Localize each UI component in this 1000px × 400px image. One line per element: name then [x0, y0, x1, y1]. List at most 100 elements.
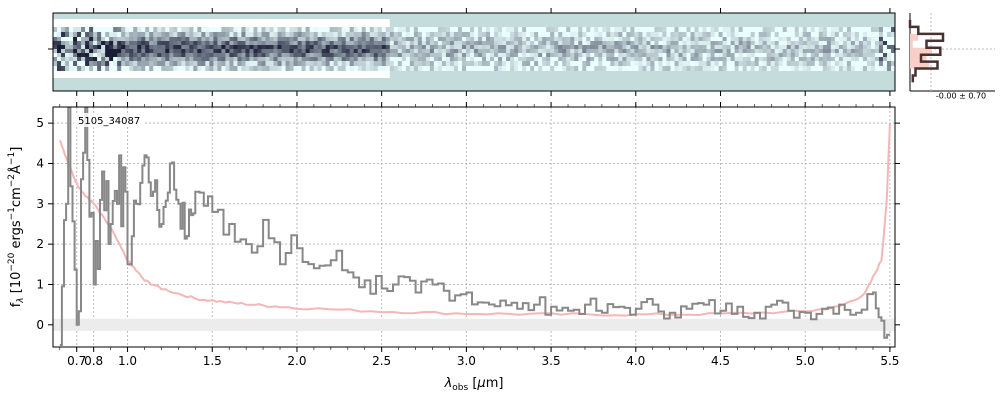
heatmap-cell	[634, 41, 639, 45]
heatmap-cell	[61, 37, 66, 41]
heatmap-cell	[730, 32, 736, 37]
heatmap-cell	[153, 57, 158, 61]
heatmap-cell	[381, 41, 387, 45]
heatmap-cell	[710, 41, 715, 45]
heatmap-cell	[558, 45, 563, 49]
heatmap-cell	[457, 61, 463, 66]
heatmap-cell	[365, 66, 371, 71]
heatmap-cell	[205, 32, 210, 37]
heatmap-cell	[173, 37, 178, 41]
heatmap-cell	[814, 37, 820, 41]
heatmap-cell	[754, 27, 760, 32]
heatmap-cell	[381, 37, 387, 41]
heatmap-cell	[413, 27, 419, 32]
heatmap-cell	[369, 37, 375, 41]
heatmap-cell	[73, 37, 78, 41]
heatmap-cell	[566, 49, 571, 53]
heatmap-cell	[181, 57, 186, 61]
heatmap-cell	[574, 49, 579, 53]
heatmap-cell	[461, 53, 467, 57]
heatmap-cell	[762, 49, 768, 53]
data-steps	[59, 107, 890, 346]
heatmap-cell	[381, 61, 387, 66]
heatmap-cell	[522, 57, 527, 61]
heatmap-cell	[137, 53, 142, 57]
heatmap-cell	[538, 37, 543, 41]
heatmap-cell	[598, 27, 603, 32]
heatmap-cell	[870, 41, 876, 45]
heatmap-cell	[125, 41, 130, 45]
heatmap-cell	[694, 71, 699, 78]
heatmap-cell	[806, 57, 812, 61]
heatmap-cell	[281, 27, 286, 32]
heatmap-cell	[265, 19, 270, 27]
heatmap-cell	[393, 19, 399, 27]
heatmap-cell	[874, 53, 880, 57]
heatmap-cell	[710, 49, 715, 53]
heatmap-cell	[429, 53, 435, 57]
heatmap-cell	[89, 61, 94, 66]
heatmap-cell	[257, 41, 262, 45]
heatmap-cell	[369, 49, 375, 53]
heatmap-cell	[349, 45, 355, 49]
heatmap-cell	[666, 71, 671, 78]
heatmap-cell	[626, 32, 631, 37]
heatmap-cell	[774, 32, 780, 37]
heatmap-cell	[694, 53, 699, 57]
heatmap-cell	[105, 41, 110, 45]
heatmap-cell	[353, 45, 359, 49]
y-axis-label: fλ [10−20 ergs−1cm−2Å−1]	[7, 147, 26, 308]
heatmap-cell	[169, 19, 174, 27]
heatmap-cell	[129, 32, 134, 37]
heatmap-cell	[201, 61, 206, 66]
heatmap-cell	[457, 71, 463, 78]
heatmap-cell	[149, 32, 154, 37]
heatmap-cell	[558, 41, 563, 45]
heatmap-cell	[177, 49, 182, 53]
heatmap-cell	[574, 45, 579, 49]
heatmap-cell	[718, 66, 723, 71]
heatmap-cell	[453, 61, 459, 66]
heatmap-cell	[361, 27, 367, 32]
heatmap-cell	[830, 37, 836, 41]
heatmap-cell	[646, 37, 651, 41]
heatmap-cell	[165, 37, 170, 41]
heatmap-cell	[125, 66, 130, 71]
heatmap-cell	[365, 53, 371, 57]
heatmap-cell	[445, 41, 451, 45]
heatmap-cell	[598, 61, 603, 66]
heatmap-cell	[113, 49, 118, 53]
heatmap-cell	[169, 53, 174, 57]
heatmap-cell	[538, 41, 543, 45]
heatmap-cell	[814, 53, 820, 57]
heatmap-cell	[750, 45, 756, 49]
heatmap-cell	[329, 53, 335, 57]
heatmap-cell	[365, 71, 371, 78]
heatmap-cell	[866, 19, 872, 27]
heatmap-cell	[670, 45, 675, 49]
heatmap-cell	[441, 27, 447, 32]
heatmap-cell	[610, 27, 615, 32]
heatmap-cell	[802, 53, 808, 57]
heatmap-cell	[101, 27, 106, 32]
heatmap-cell	[882, 49, 888, 53]
heatmap-cell	[109, 27, 114, 32]
heatmap-cell	[261, 27, 266, 32]
heatmap-cell	[498, 66, 503, 71]
heatmap-cell	[221, 71, 226, 78]
heatmap-cell	[550, 61, 555, 66]
heatmap-cell	[125, 37, 130, 41]
heatmap-cell	[169, 71, 174, 78]
heatmap-cell	[125, 49, 130, 53]
heatmap-cell	[830, 57, 836, 61]
heatmap-cell	[774, 53, 780, 57]
heatmap-cell	[81, 53, 86, 57]
heatmap-cell	[798, 41, 804, 45]
heatmap-cell	[858, 19, 864, 27]
heatmap-cell	[161, 66, 166, 71]
heatmap-cell	[145, 45, 150, 49]
heatmap-cell	[706, 61, 711, 66]
spectrum-2d-frame	[52, 12, 896, 92]
heatmap-cell	[409, 66, 415, 71]
heatmap-cell	[846, 53, 852, 57]
